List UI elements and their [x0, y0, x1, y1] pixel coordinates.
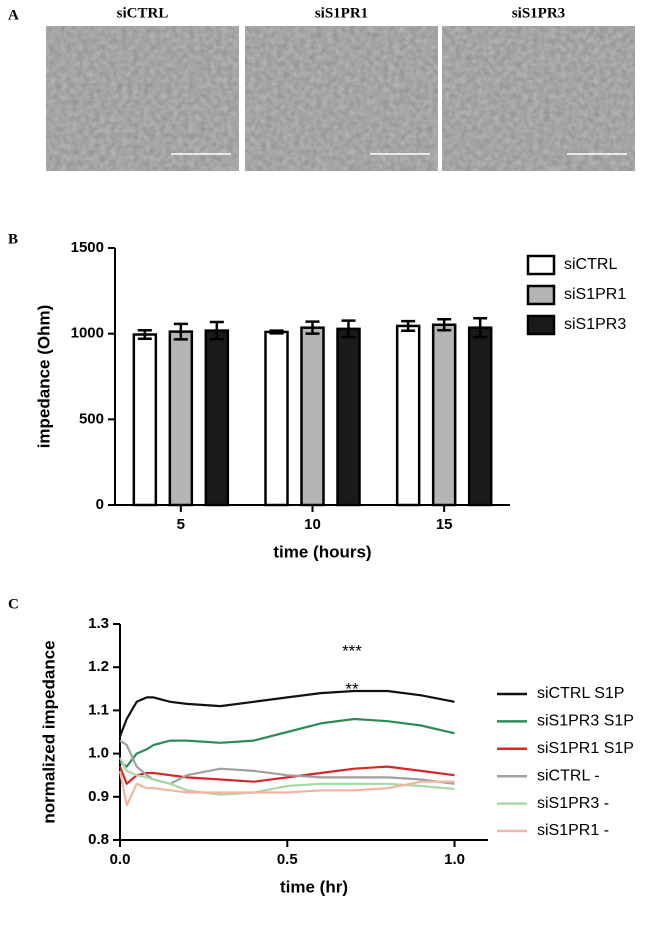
legend-label: siS1PR3 S1P — [537, 713, 634, 730]
error-bar — [437, 318, 452, 332]
x-tick-label: 5 — [177, 516, 185, 533]
image-title: siS1PR3 — [512, 5, 565, 21]
series-line — [118, 765, 455, 785]
y-tick-label: 1000 — [71, 325, 104, 342]
y-tick-label: 1.2 — [88, 658, 109, 675]
legend-label: siCTRL S1P — [537, 685, 624, 702]
legend-swatch — [526, 284, 556, 306]
y-axis-label: impedance (Ohm) — [34, 305, 53, 449]
y-tick-label: 1.1 — [88, 701, 109, 718]
error-bar — [173, 322, 188, 341]
series-line — [119, 739, 455, 785]
error-bar — [401, 319, 416, 333]
micrograph-texture — [442, 26, 635, 171]
error-bar — [473, 316, 488, 339]
bar — [168, 330, 194, 507]
bar — [300, 326, 325, 507]
error-bar — [305, 320, 320, 335]
x-tick-label: 0.0 — [110, 851, 131, 868]
legend-swatch — [526, 314, 556, 336]
error-bar — [209, 320, 224, 341]
x-axis-label: time (hr) — [280, 877, 348, 896]
bar — [204, 329, 230, 507]
image-title: siS1PR1 — [315, 5, 368, 21]
annotation: ** — [345, 679, 359, 698]
legend-label: siS1PR1 — [564, 286, 626, 303]
y-tick-label: 1.0 — [88, 745, 109, 762]
x-tick-label: 10 — [304, 516, 321, 533]
error-bar — [269, 329, 284, 335]
x-tick-label: 1.0 — [444, 851, 465, 868]
micrograph-texture — [245, 26, 438, 171]
y-axis-label: normalized impedance — [39, 640, 58, 823]
legend-label: siCTRL - — [537, 767, 600, 784]
panel-label: A — [8, 7, 19, 23]
legend-label: siS1PR1 S1P — [537, 740, 634, 757]
series-line — [118, 770, 455, 807]
y-tick-label: 0.9 — [88, 788, 109, 805]
error-bar — [137, 328, 152, 341]
y-tick-label: 1.3 — [88, 615, 109, 632]
y-tick-label: 500 — [79, 410, 104, 427]
x-tick-label: 0.5 — [277, 851, 298, 868]
panel-label: B — [8, 231, 18, 247]
x-axis-label: time (hours) — [273, 542, 371, 561]
bar — [395, 324, 421, 507]
x-tick-label: 15 — [436, 516, 453, 533]
legend-label: siS1PR3 — [564, 316, 626, 333]
bar — [132, 333, 158, 507]
bar — [431, 323, 457, 507]
series-line — [119, 717, 455, 768]
y-tick-label: 0.8 — [88, 831, 109, 848]
bar — [336, 327, 361, 507]
annotation: *** — [342, 641, 362, 660]
bar — [467, 326, 493, 507]
legend-label: siS1PR3 - — [537, 795, 609, 812]
y-tick-label: 0 — [96, 496, 104, 513]
legend-swatch — [526, 254, 556, 276]
legend-label: siCTRL — [564, 256, 617, 273]
legend-label: siS1PR1 - — [537, 822, 609, 839]
panel-label: C — [8, 596, 19, 612]
bar — [264, 330, 289, 507]
series-line — [118, 689, 455, 737]
image-title: siCTRL — [117, 5, 169, 21]
series-line — [119, 757, 455, 796]
y-tick-label: 1500 — [71, 239, 104, 256]
micrograph-texture — [46, 26, 239, 171]
error-bar — [341, 319, 356, 339]
